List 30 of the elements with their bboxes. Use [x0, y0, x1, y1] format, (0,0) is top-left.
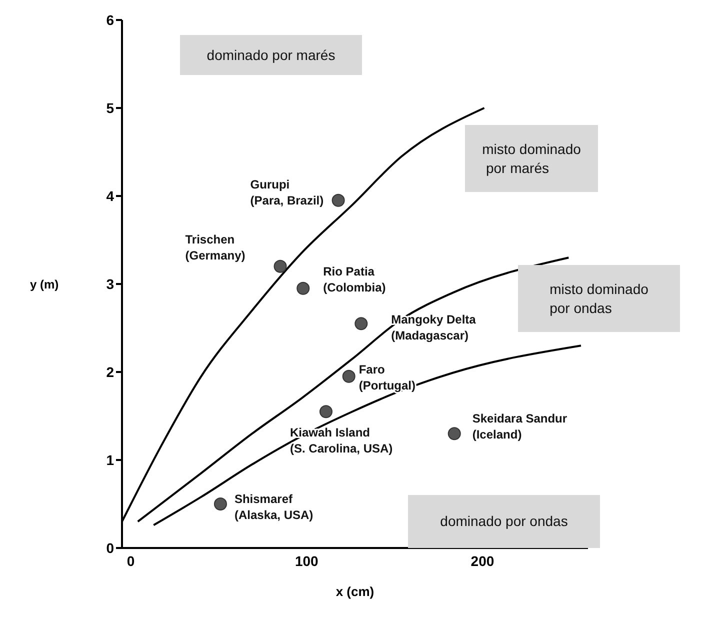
annotation: Shismaref (Alaska, USA)	[234, 492, 314, 522]
annotation: Gurupi (Para, Brazil)	[250, 177, 324, 208]
y-tick-label: 6	[106, 12, 114, 28]
x-tick-label: 0	[126, 552, 135, 569]
x-tick-label: 100	[294, 552, 319, 569]
annotation: Trischen (Germany)	[185, 232, 246, 262]
y-tick-label: 3	[106, 276, 114, 292]
x-axis-title: x (cm)	[336, 584, 374, 599]
annotation: Skeidara Sandur (Iceland)	[472, 412, 568, 442]
annotation: misto dominado por ondas	[550, 280, 648, 318]
y-axis-title: y (m)	[30, 277, 59, 292]
annotation: dominado por ondas	[440, 512, 568, 531]
point	[214, 498, 227, 510]
point	[274, 260, 287, 273]
point	[342, 370, 356, 383]
point	[332, 194, 345, 207]
y-tick-label: 0	[106, 540, 114, 556]
annotation: Faro (Portugal)	[358, 362, 416, 392]
annotation: dominado por marés	[206, 46, 336, 64]
point	[354, 317, 368, 330]
point	[319, 405, 332, 418]
y-tick-label: 4	[106, 188, 114, 204]
y-tick-label: 1	[106, 452, 114, 468]
annotation: misto dominado por marés	[482, 140, 581, 178]
y-tick-label: 2	[106, 364, 114, 380]
annotation: Rio Patia (Colombia)	[323, 264, 386, 294]
point	[296, 282, 310, 295]
x-tick-label: 200	[470, 552, 494, 569]
point	[448, 427, 461, 440]
y-tick-label: 5	[106, 100, 114, 116]
